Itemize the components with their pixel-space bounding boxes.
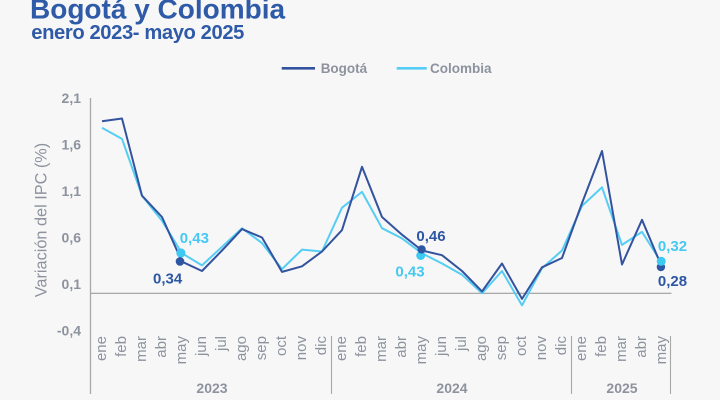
svg-text:nov: nov [533, 336, 550, 361]
svg-text:jun: jun [193, 336, 210, 357]
svg-text:1,1: 1,1 [62, 183, 82, 199]
svg-text:feb: feb [593, 336, 610, 357]
svg-text:Bogotá y Colombia: Bogotá y Colombia [30, 0, 286, 25]
svg-text:0,34: 0,34 [153, 270, 183, 287]
svg-text:sep: sep [253, 336, 270, 360]
svg-text:ene: ene [573, 336, 590, 361]
svg-text:may: may [173, 336, 190, 365]
svg-text:0,32: 0,32 [658, 238, 687, 255]
svg-text:0,46: 0,46 [416, 228, 445, 245]
svg-text:feb: feb [353, 336, 370, 357]
svg-text:0,6: 0,6 [62, 230, 82, 246]
svg-text:2025: 2025 [606, 380, 637, 396]
svg-text:0,43: 0,43 [180, 230, 209, 247]
svg-text:dic: dic [313, 336, 330, 356]
svg-text:jul: jul [213, 336, 230, 352]
svg-text:jun: jun [433, 336, 450, 357]
svg-text:may: may [413, 336, 430, 365]
svg-text:abr: abr [633, 336, 650, 358]
svg-text:oct: oct [273, 335, 290, 356]
svg-text:jul: jul [453, 336, 470, 352]
svg-text:ago: ago [473, 336, 490, 361]
svg-text:2024: 2024 [436, 380, 467, 396]
svg-text:2023: 2023 [196, 380, 227, 396]
svg-text:1,6: 1,6 [62, 137, 82, 153]
svg-text:enero 2023- mayo 2025: enero 2023- mayo 2025 [31, 22, 244, 44]
svg-text:Bogotá: Bogotá [321, 61, 368, 76]
svg-text:feb: feb [113, 336, 130, 357]
svg-text:dic: dic [553, 336, 570, 356]
svg-text:nov: nov [293, 336, 310, 361]
svg-text:ene: ene [333, 336, 350, 361]
svg-text:ago: ago [233, 336, 250, 361]
svg-text:0,28: 0,28 [658, 273, 687, 290]
svg-text:Variación del IPC (%): Variación del IPC (%) [33, 143, 51, 297]
svg-text:mar: mar [613, 336, 630, 362]
svg-text:2,1: 2,1 [62, 90, 82, 106]
svg-text:oct: oct [513, 335, 530, 356]
svg-text:-0,4: -0,4 [57, 323, 81, 339]
svg-text:abr: abr [393, 336, 410, 358]
svg-text:0,43: 0,43 [395, 264, 424, 281]
svg-text:Colombia: Colombia [430, 61, 492, 76]
svg-text:0,1: 0,1 [62, 276, 82, 292]
svg-text:mar: mar [373, 336, 390, 362]
svg-text:may: may [653, 336, 670, 365]
svg-text:ene: ene [93, 336, 110, 361]
svg-text:sep: sep [493, 336, 510, 360]
svg-text:abr: abr [153, 336, 170, 358]
svg-text:mar: mar [133, 336, 150, 362]
